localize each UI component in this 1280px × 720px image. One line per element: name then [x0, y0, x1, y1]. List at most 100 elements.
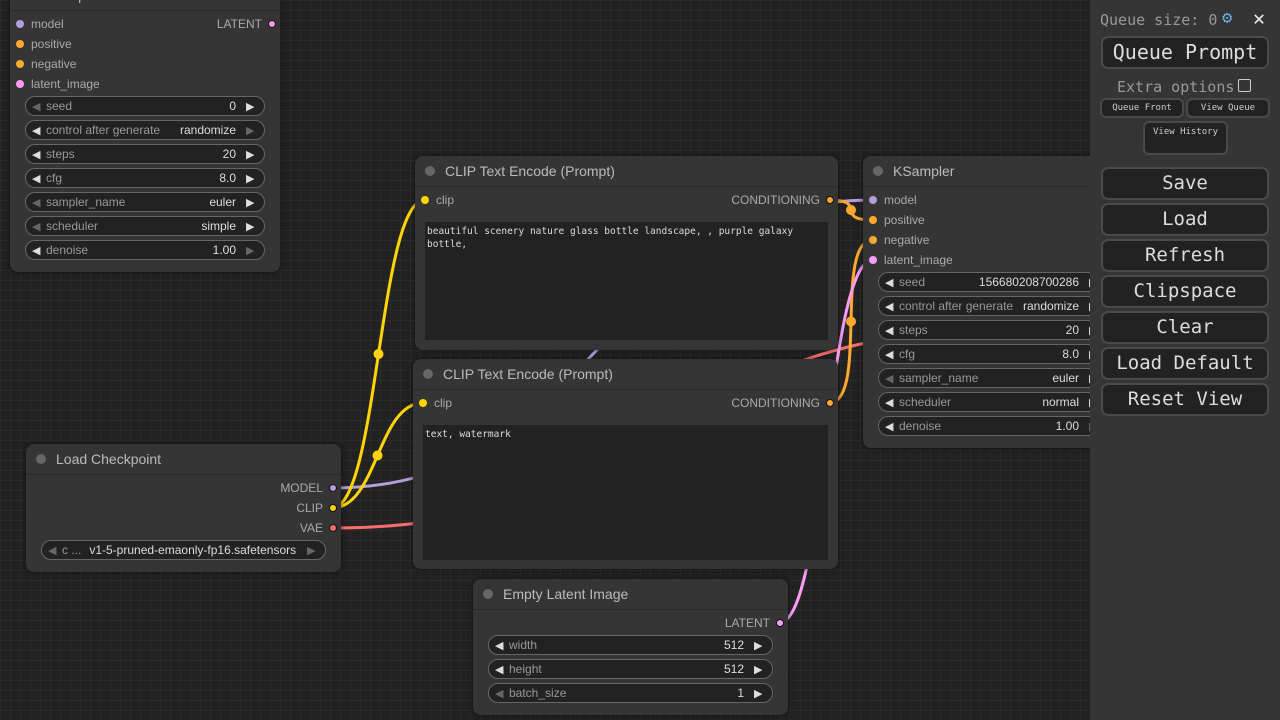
node-title-bar[interactable]: CLIP Text Encode (Prompt): [415, 156, 838, 187]
slot-dot[interactable]: [329, 484, 337, 492]
slot-dot[interactable]: [826, 399, 834, 407]
view-queue-button[interactable]: View Queue: [1186, 98, 1270, 118]
arrow-right-icon[interactable]: ▶: [754, 639, 763, 652]
slot-dot[interactable]: [268, 20, 276, 28]
widget-c[interactable]: ◀ c ... v1-5-pruned-emaonly-fp16.safetenso…: [41, 540, 326, 560]
arrow-right-icon[interactable]: ▶: [246, 172, 255, 185]
link-midpoint[interactable]: [372, 450, 383, 461]
slot-dot[interactable]: [329, 504, 337, 512]
slot-dot[interactable]: [869, 236, 877, 244]
gear-icon[interactable]: ⚙: [1222, 8, 1233, 28]
collapse-dot[interactable]: [483, 589, 493, 599]
input-slot-positive[interactable]: positive: [869, 213, 925, 227]
arrow-left-icon[interactable]: ◀: [885, 324, 894, 337]
sidebar-button-load[interactable]: Load: [1101, 203, 1269, 236]
slot-dot[interactable]: [869, 216, 877, 224]
prompt-textarea[interactable]: text, watermark: [423, 425, 828, 560]
slot-dot[interactable]: [826, 196, 834, 204]
arrow-left-icon[interactable]: ◀: [495, 663, 504, 676]
slot-dot[interactable]: [329, 524, 337, 532]
collapse-dot[interactable]: [425, 166, 435, 176]
output-slot-LATENT[interactable]: LATENT: [217, 17, 276, 31]
queue-front-button[interactable]: Queue Front: [1100, 98, 1184, 118]
close-icon[interactable]: ✕: [1253, 6, 1266, 30]
input-slot-positive[interactable]: positive: [16, 37, 72, 51]
link-midpoint[interactable]: [846, 205, 856, 215]
arrow-right-icon[interactable]: ▶: [246, 148, 255, 161]
node-clip-positive[interactable]: CLIP Text Encode (Prompt) clip CONDITIONIN…: [415, 156, 838, 350]
output-slot-VAE[interactable]: VAE: [300, 521, 337, 535]
arrow-right-icon[interactable]: ▶: [246, 244, 255, 257]
arrow-right-icon[interactable]: ▶: [246, 124, 255, 137]
slot-dot[interactable]: [869, 196, 877, 204]
arrow-right-icon[interactable]: ▶: [246, 100, 255, 113]
arrow-left-icon[interactable]: ◀: [32, 244, 41, 257]
arrow-left-icon[interactable]: ◀: [48, 544, 57, 557]
arrow-left-icon[interactable]: ◀: [32, 172, 41, 185]
arrow-left-icon[interactable]: ◀: [885, 348, 894, 361]
output-slot-MODEL[interactable]: MODEL: [280, 481, 337, 495]
arrow-right-icon[interactable]: ▶: [307, 544, 316, 557]
node-title-bar[interactable]: Load Checkpoint: [26, 444, 341, 475]
input-slot-negative[interactable]: negative: [869, 233, 929, 247]
arrow-right-icon[interactable]: ▶: [754, 663, 763, 676]
output-slot-CONDITIONING[interactable]: CONDITIONING: [731, 396, 834, 410]
widget-width[interactable]: ◀ width 512 ▶: [488, 635, 773, 655]
input-slot-latent_image[interactable]: latent_image: [16, 77, 100, 91]
link-midpoint[interactable]: [846, 316, 856, 327]
link-midpoint[interactable]: [373, 349, 384, 359]
extra-options-checkbox[interactable]: [1238, 79, 1251, 92]
arrow-right-icon[interactable]: ▶: [246, 220, 255, 233]
output-slot-CLIP[interactable]: CLIP: [296, 501, 337, 515]
node-title-bar[interactable]: KSampler: [10, 0, 280, 11]
arrow-left-icon[interactable]: ◀: [32, 100, 41, 113]
widget-scheduler[interactable]: ◀ scheduler simple ▶: [25, 216, 265, 236]
queue-prompt-button[interactable]: Queue Prompt: [1101, 36, 1269, 69]
sidebar-button-clear[interactable]: Clear: [1101, 311, 1269, 344]
arrow-left-icon[interactable]: ◀: [885, 420, 894, 433]
arrow-left-icon[interactable]: ◀: [885, 396, 894, 409]
node-ksampler[interactable]: KSampler model positive negative latent_imag…: [863, 156, 1123, 448]
arrow-left-icon[interactable]: ◀: [32, 220, 41, 233]
slot-dot[interactable]: [16, 60, 24, 68]
node-clip-negative[interactable]: CLIP Text Encode (Prompt) clip CONDITIONIN…: [413, 359, 838, 569]
sidebar-button-save[interactable]: Save: [1101, 167, 1269, 200]
slot-dot[interactable]: [16, 80, 24, 88]
node-title-bar[interactable]: CLIP Text Encode (Prompt): [413, 359, 838, 390]
input-slot-model[interactable]: model: [869, 193, 917, 207]
arrow-right-icon[interactable]: ▶: [246, 196, 255, 209]
slot-dot[interactable]: [419, 399, 427, 407]
widget-batch_size[interactable]: ◀ batch_size 1 ▶: [488, 683, 773, 703]
prompt-textarea[interactable]: beautiful scenery nature glass bottle la…: [425, 222, 828, 340]
widget-seed[interactable]: ◀ seed 0 ▶: [25, 96, 265, 116]
node-title-bar[interactable]: KSampler: [863, 156, 1123, 187]
node-empty-latent[interactable]: Empty Latent Image LATENT ◀ width 512 ▶ ◀ heigh…: [473, 579, 788, 715]
arrow-left-icon[interactable]: ◀: [885, 372, 894, 385]
sidebar-button-reset-view[interactable]: Reset View: [1101, 383, 1269, 416]
slot-dot[interactable]: [421, 196, 429, 204]
arrow-right-icon[interactable]: ▶: [754, 687, 763, 700]
output-slot-CONDITIONING[interactable]: CONDITIONING: [731, 193, 834, 207]
node-ksampler-top[interactable]: KSampler model positive negative latent_imag…: [10, 0, 280, 272]
slot-dot[interactable]: [16, 20, 24, 28]
widget-height[interactable]: ◀ height 512 ▶: [488, 659, 773, 679]
arrow-left-icon[interactable]: ◀: [32, 196, 41, 209]
input-slot-clip[interactable]: clip: [419, 396, 452, 410]
output-slot-LATENT[interactable]: LATENT: [725, 616, 784, 630]
arrow-left-icon[interactable]: ◀: [32, 148, 41, 161]
arrow-left-icon[interactable]: ◀: [495, 687, 504, 700]
arrow-left-icon[interactable]: ◀: [885, 276, 894, 289]
arrow-left-icon[interactable]: ◀: [32, 124, 41, 137]
